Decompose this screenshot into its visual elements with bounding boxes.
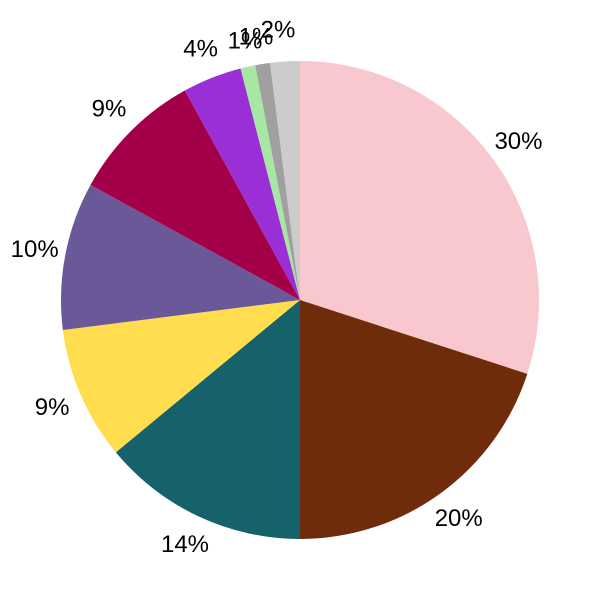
svg-text:4%: 4% xyxy=(183,35,218,62)
svg-text:14%: 14% xyxy=(161,531,209,558)
svg-text:20%: 20% xyxy=(435,505,483,532)
svg-text:30%: 30% xyxy=(494,128,542,155)
svg-text:10%: 10% xyxy=(11,236,59,263)
svg-text:9%: 9% xyxy=(92,96,127,123)
svg-text:2%: 2% xyxy=(261,17,296,44)
svg-text:9%: 9% xyxy=(35,394,70,421)
